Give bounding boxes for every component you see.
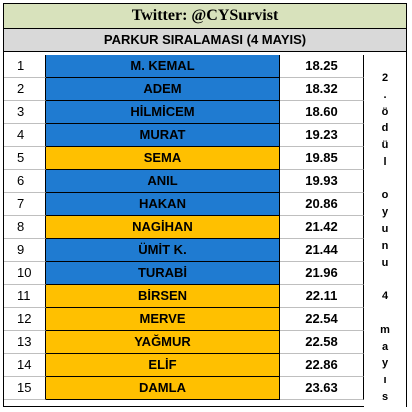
table-row: 9 ÜMİT K. 21.44 — [4, 239, 406, 262]
rank-cell: 2 — [4, 78, 46, 101]
side-note-char: ü — [381, 139, 389, 152]
name-cell: TURABİ — [46, 262, 280, 285]
side-note-char: u — [381, 256, 389, 269]
table-row: 12 MERVE 22.54 — [4, 308, 406, 331]
side-note-char: m — [380, 323, 390, 336]
side-note-char: o — [381, 189, 389, 202]
side-note-char: n — [381, 239, 389, 252]
table-row: 11 BİRSEN 22.11 — [4, 285, 406, 308]
table-row: 1 M. KEMAL 18.25 — [4, 55, 406, 78]
name-cell: SEMA — [46, 147, 280, 170]
rank-cell: 14 — [4, 354, 46, 377]
rank-cell: 3 — [4, 101, 46, 124]
ranking-rows: 1 M. KEMAL 18.25 2 ADEM 18.32 3 HİLMİCEM… — [4, 55, 406, 400]
name-cell: YAĞMUR — [46, 331, 280, 354]
table-row: 8 NAGİHAN 21.42 — [4, 216, 406, 239]
name-cell: HAKAN — [46, 193, 280, 216]
rank-cell: 11 — [4, 285, 46, 308]
side-note-char: l — [383, 155, 387, 168]
table-title: Twitter: @CYSurvist — [4, 4, 406, 29]
side-note-char: s — [381, 390, 389, 403]
rank-cell: 10 — [4, 262, 46, 285]
side-note-char: . — [383, 88, 387, 101]
name-cell: NAGİHAN — [46, 216, 280, 239]
time-cell: 19.93 — [280, 170, 364, 193]
time-cell: 22.58 — [280, 331, 364, 354]
time-cell: 22.11 — [280, 285, 364, 308]
name-cell: HİLMİCEM — [46, 101, 280, 124]
time-cell: 21.44 — [280, 239, 364, 262]
rank-cell: 13 — [4, 331, 46, 354]
rank-cell: 7 — [4, 193, 46, 216]
table-row: 15 DAMLA 23.63 — [4, 377, 406, 400]
side-note-char: 2 — [381, 72, 389, 84]
name-cell: MERVE — [46, 308, 280, 331]
side-note-char: a — [381, 340, 389, 353]
time-cell: 18.32 — [280, 78, 364, 101]
side-note-char: y — [381, 357, 389, 370]
rank-cell: 6 — [4, 170, 46, 193]
name-cell: ANIL — [46, 170, 280, 193]
side-note-char: ı — [383, 374, 387, 387]
time-cell: 21.42 — [280, 216, 364, 239]
name-cell: M. KEMAL — [46, 55, 280, 78]
rank-cell: 8 — [4, 216, 46, 239]
ranking-table: Twitter: @CYSurvist PARKUR SIRALAMASI (4… — [3, 3, 407, 407]
name-cell: ELİF — [46, 354, 280, 377]
side-note-char: 4 — [381, 290, 389, 303]
time-cell: 19.85 — [280, 147, 364, 170]
table-row: 2 ADEM 18.32 — [4, 78, 406, 101]
table-row: 5 SEMA 19.85 — [4, 147, 406, 170]
name-cell: BİRSEN — [46, 285, 280, 308]
side-note-char: d — [381, 122, 389, 135]
rank-cell: 4 — [4, 124, 46, 147]
time-cell: 18.25 — [280, 55, 364, 78]
table-subtitle: PARKUR SIRALAMASI (4 MAYIS) — [4, 29, 406, 52]
time-cell: 22.86 — [280, 354, 364, 377]
table-row: 6 ANIL 19.93 — [4, 170, 406, 193]
time-cell: 18.60 — [280, 101, 364, 124]
time-cell: 20.86 — [280, 193, 364, 216]
name-cell: MURAT — [46, 124, 280, 147]
side-note-char: ö — [381, 105, 389, 118]
table-row: 13 YAĞMUR 22.58 — [4, 331, 406, 354]
table-row: 14 ELİF 22.86 — [4, 354, 406, 377]
time-cell: 23.63 — [280, 377, 364, 400]
time-cell: 21.96 — [280, 262, 364, 285]
side-note-char: y — [381, 206, 389, 219]
rank-cell: 12 — [4, 308, 46, 331]
side-note-char: u — [381, 223, 389, 236]
name-cell: ADEM — [46, 78, 280, 101]
table-row: 4 MURAT 19.23 — [4, 124, 406, 147]
rank-cell: 15 — [4, 377, 46, 400]
rank-cell: 1 — [4, 55, 46, 78]
name-cell: ÜMİT K. — [46, 239, 280, 262]
rank-cell: 9 — [4, 239, 46, 262]
name-cell: DAMLA — [46, 377, 280, 400]
rank-cell: 5 — [4, 147, 46, 170]
table-row: 3 HİLMİCEM 18.60 — [4, 101, 406, 124]
time-cell: 22.54 — [280, 308, 364, 331]
table-row: 10 TURABİ 21.96 — [4, 262, 406, 285]
time-cell: 19.23 — [280, 124, 364, 147]
table-row: 7 HAKAN 20.86 — [4, 193, 406, 216]
